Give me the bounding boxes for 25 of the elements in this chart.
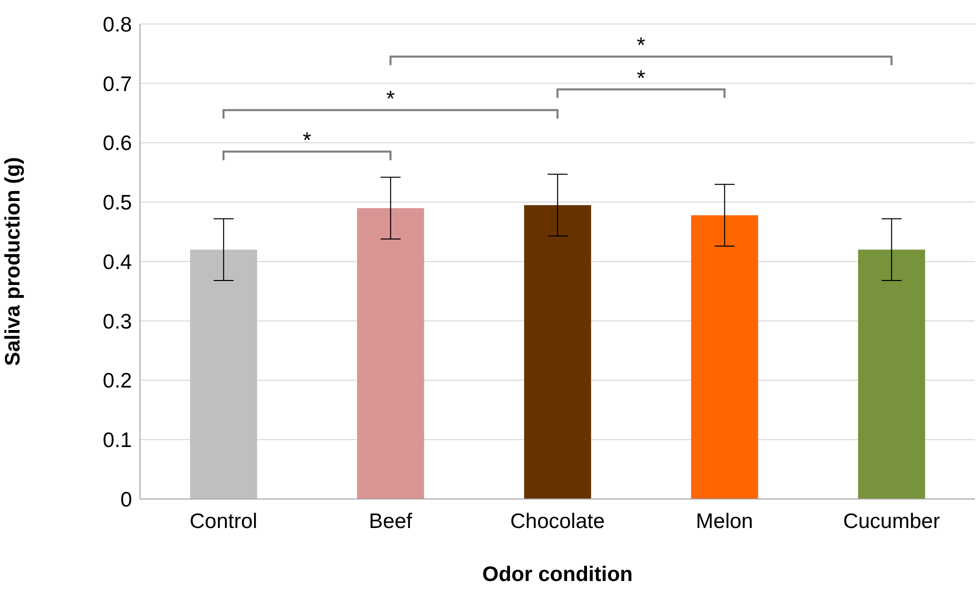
x-tick-label: Cucumber: [843, 510, 940, 533]
bar: [357, 208, 424, 499]
y-axis-title: Saliva production (g): [1, 157, 24, 366]
y-tick-label: 0.4: [102, 250, 132, 274]
bar: [524, 205, 592, 499]
y-tick-label: 0.1: [102, 429, 132, 452]
annotation: *: [636, 32, 646, 58]
y-tick-label: 0.2: [102, 370, 132, 393]
y-tick-label: 0.5: [102, 192, 132, 215]
y-tick-label: 0: [120, 488, 132, 512]
x-tick-label: Melon: [696, 510, 754, 533]
x-tick-label: Beef: [368, 510, 412, 533]
y-tick-label: 0.6: [102, 132, 132, 156]
y-tick-label: 0.7: [102, 72, 132, 96]
annotation: *: [636, 65, 646, 90]
bar: [858, 250, 926, 499]
x-tick-label: Chocolate: [510, 510, 605, 533]
annotation: *: [302, 128, 312, 153]
bar: [691, 215, 758, 499]
x-axis-title: Odor condition: [482, 563, 633, 586]
annotation: *: [386, 86, 396, 112]
bar: [190, 250, 258, 499]
x-tick-label: Control: [190, 510, 258, 533]
y-tick-label: 0.8: [102, 13, 132, 36]
y-tick-label: 0.3: [102, 310, 132, 334]
